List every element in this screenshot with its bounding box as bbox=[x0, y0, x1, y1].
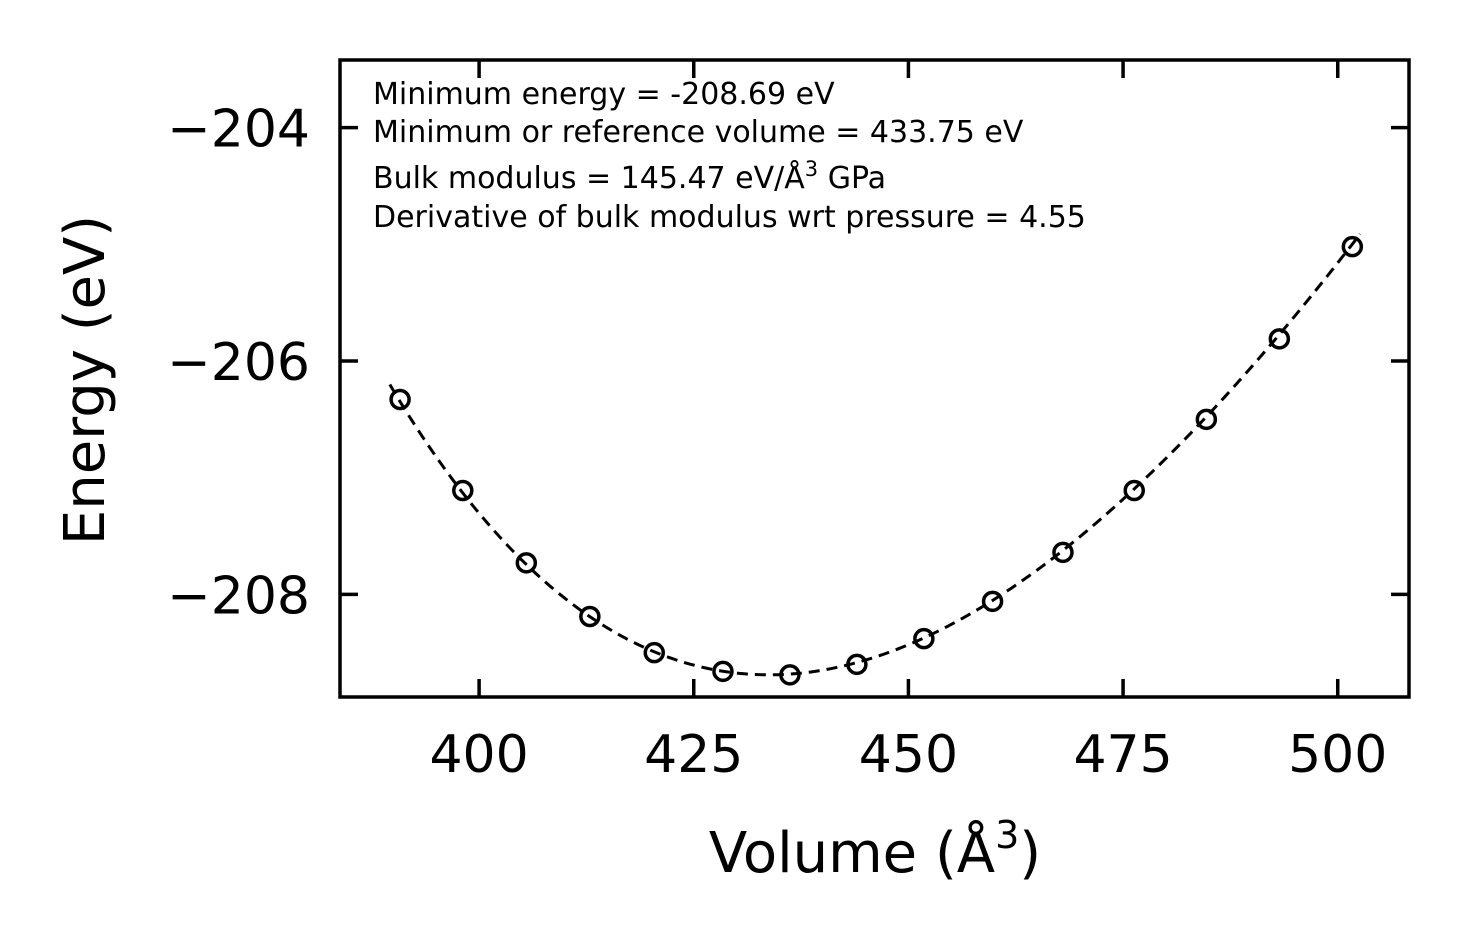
x-tick-label: 400 bbox=[429, 725, 528, 785]
annotation-min-volume: Minimum or reference volume = 433.75 eV bbox=[373, 115, 1024, 150]
annotation-min-energy: Minimum energy = -208.69 eV bbox=[373, 77, 835, 112]
data-point bbox=[389, 388, 411, 411]
data-point bbox=[1341, 235, 1364, 258]
fit-annotation: Minimum energy = -208.69 eV Minimum or r… bbox=[373, 77, 1086, 235]
x-tick-label: 500 bbox=[1288, 725, 1387, 785]
data-point bbox=[1123, 479, 1145, 502]
y-tick-label: −206 bbox=[167, 333, 310, 393]
data-point bbox=[1268, 328, 1291, 350]
plot-area bbox=[388, 233, 1364, 686]
fit-curve bbox=[388, 233, 1362, 677]
data-point bbox=[515, 552, 538, 574]
data-point bbox=[452, 479, 474, 502]
y-axis-title: Energy (eV) bbox=[53, 215, 118, 545]
y-tick-label: −204 bbox=[167, 100, 310, 160]
data-point bbox=[846, 653, 868, 676]
data-point bbox=[1052, 541, 1074, 564]
data-point bbox=[643, 641, 666, 664]
x-tick-label: 425 bbox=[644, 725, 743, 785]
data-point bbox=[981, 590, 1004, 613]
y-tick-label: −208 bbox=[167, 566, 310, 626]
x-tick-label: 475 bbox=[1073, 725, 1172, 785]
data-point bbox=[579, 605, 601, 628]
axis-ticks: 400 425 450 475 500 −204 −206 −208 bbox=[167, 60, 1409, 785]
data-point bbox=[712, 660, 734, 683]
x-axis-title: Volume (Å3) bbox=[709, 813, 1041, 886]
data-point bbox=[913, 627, 935, 650]
annotation-bulk-modulus: Bulk modulus = 145.47 eV/Å3 GPa bbox=[373, 157, 886, 196]
data-point bbox=[779, 664, 801, 686]
data-point bbox=[1195, 408, 1218, 431]
x-tick-label: 450 bbox=[859, 725, 958, 785]
annotation-bulk-derivative: Derivative of bulk modulus wrt pressure … bbox=[373, 200, 1086, 235]
plot-frame bbox=[338, 58, 1411, 699]
